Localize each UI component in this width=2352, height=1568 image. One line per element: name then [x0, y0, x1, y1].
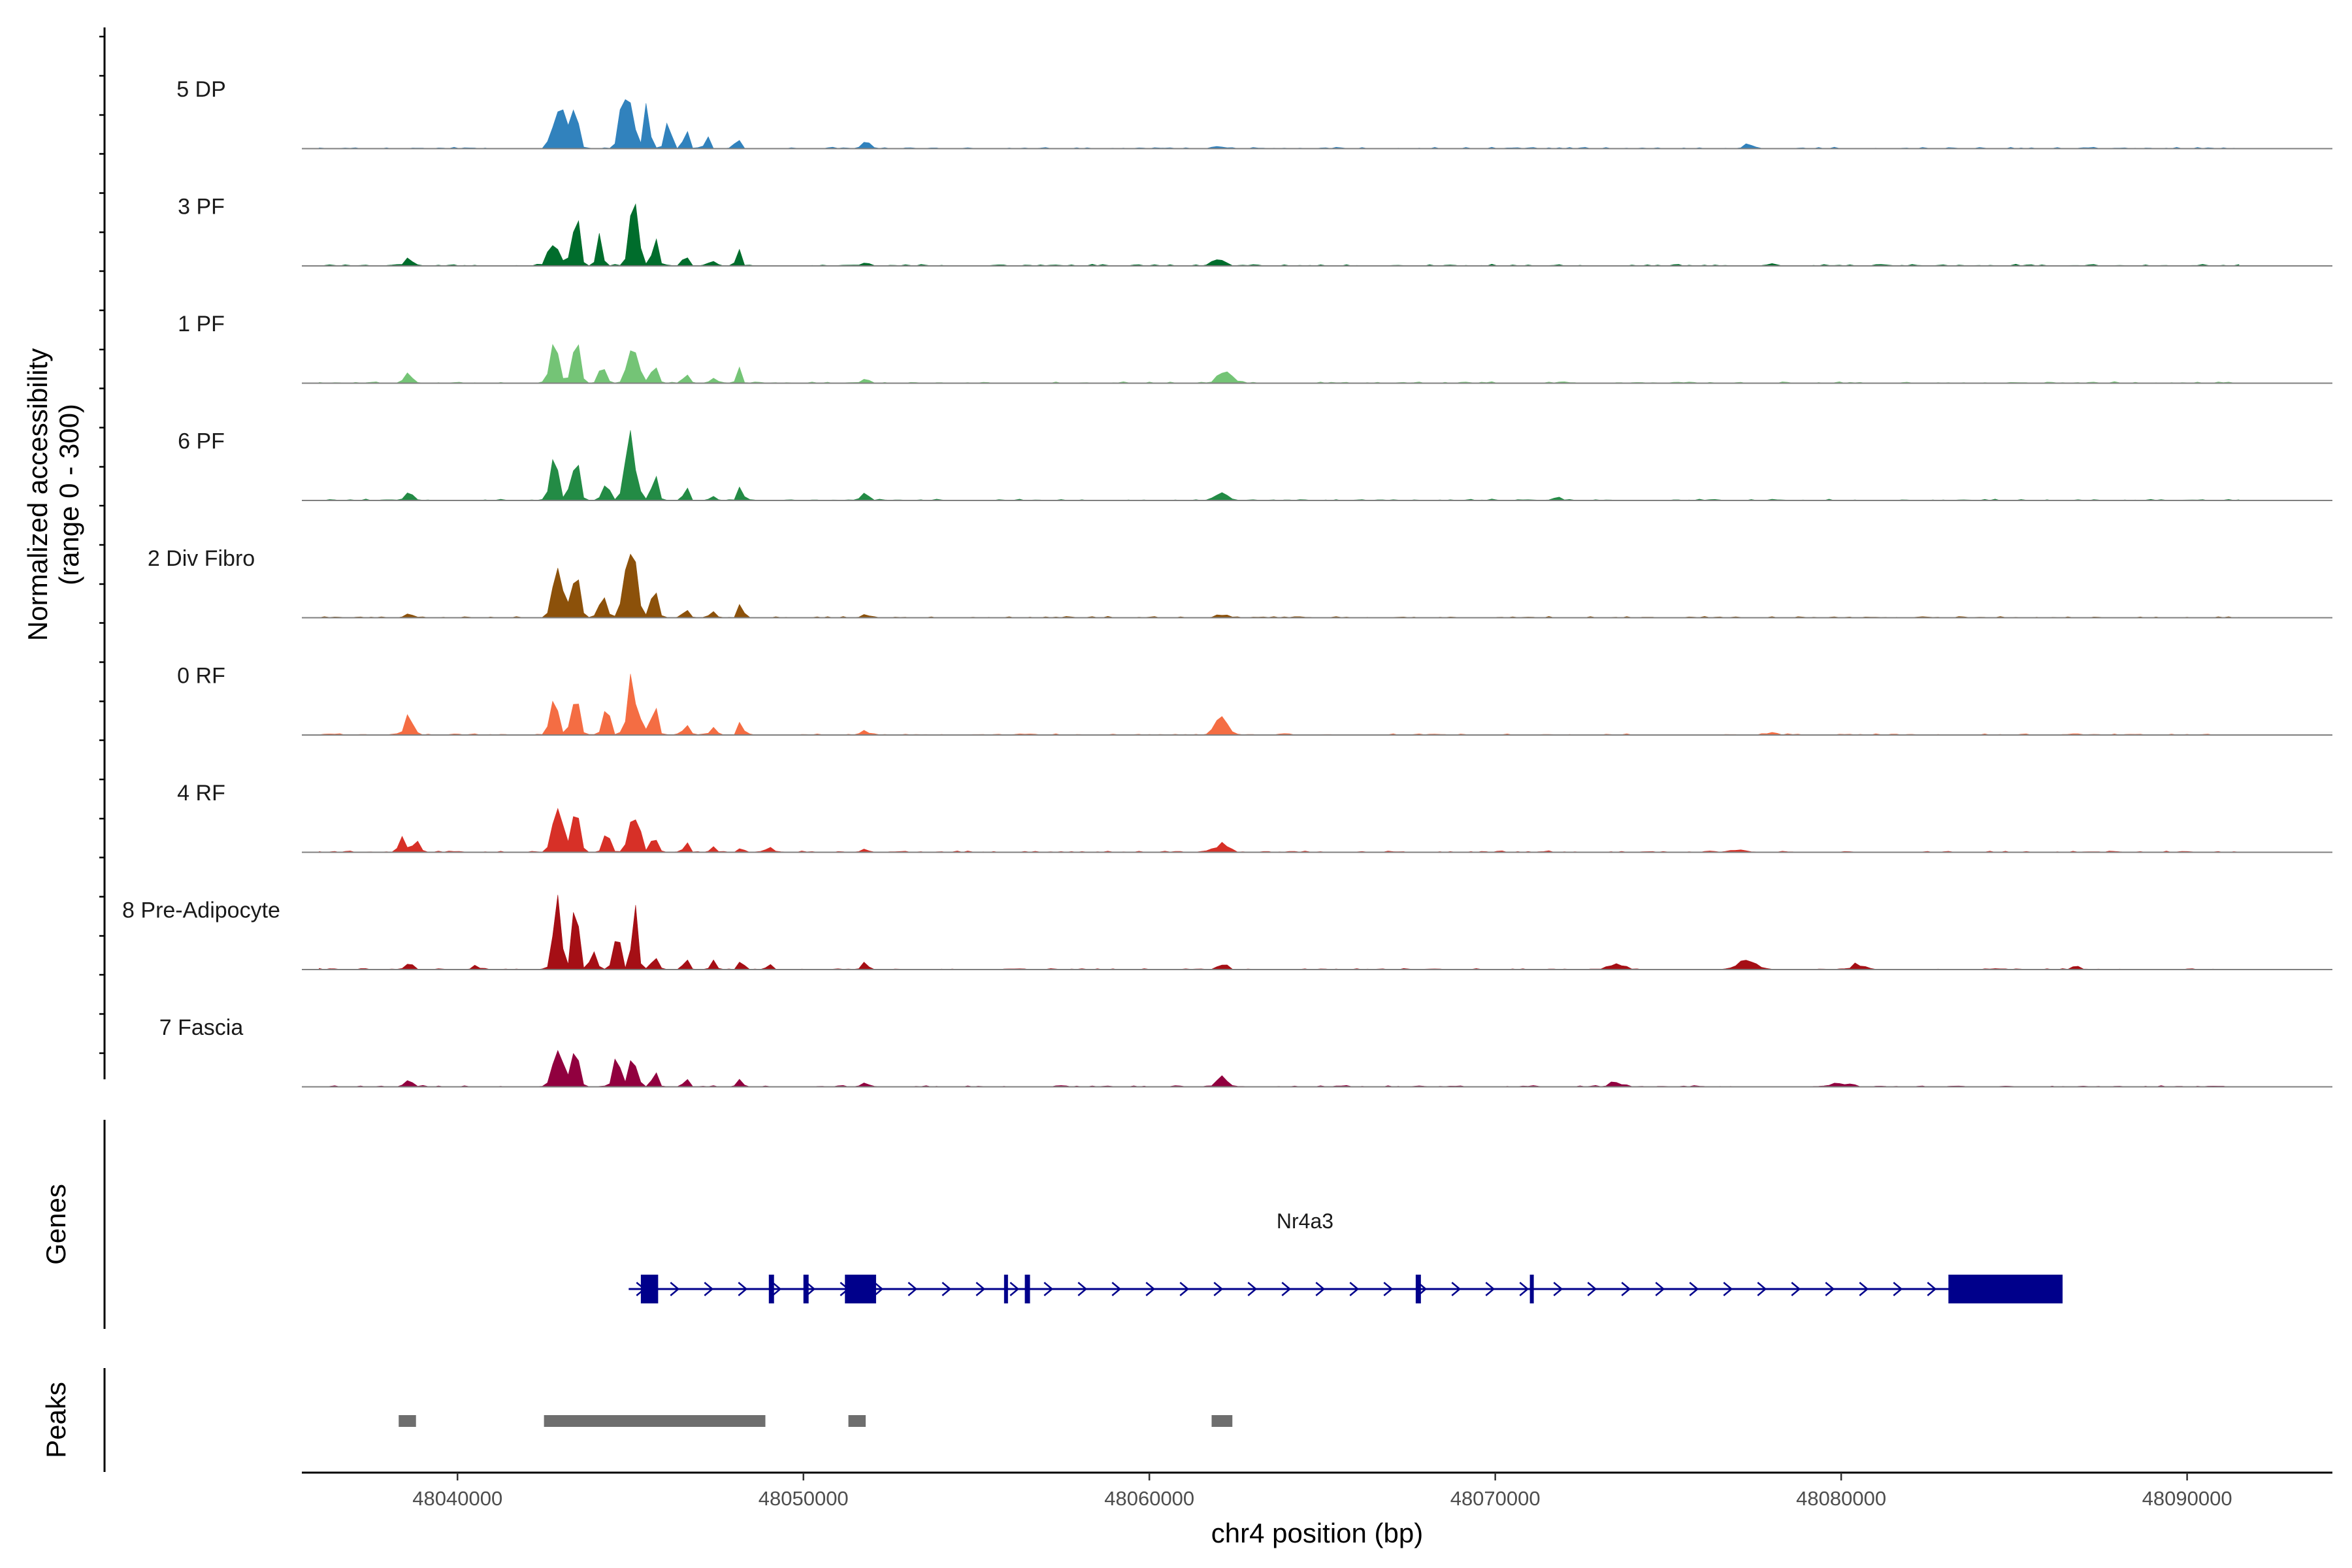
x-tick-label: 48060000	[1104, 1487, 1194, 1510]
strand-arrow	[941, 1282, 952, 1296]
peak-track: Peaks	[41, 1368, 1233, 1472]
strand-arrow	[975, 1282, 986, 1296]
track-label-0-rf: 0 RF	[177, 664, 225, 689]
strand-arrow	[907, 1282, 918, 1296]
track-4-rf: 4 RF	[177, 781, 2332, 853]
peak-3	[848, 1415, 866, 1427]
track-3-pf: 3 PF	[178, 195, 2332, 267]
strand-arrow	[1077, 1282, 1088, 1296]
exon-9	[1948, 1275, 2063, 1303]
track-label-7-fascia: 7 Fascia	[159, 1015, 244, 1040]
gene-track: Genes Nr4a3	[41, 1120, 2063, 1329]
strand-arrow	[1893, 1282, 1903, 1296]
strand-arrow	[1383, 1282, 1394, 1296]
track-0-rf: 0 RF	[177, 664, 2332, 736]
strand-arrow	[1281, 1282, 1292, 1296]
strand-arrow	[704, 1282, 714, 1296]
strand-arrow	[1621, 1282, 1631, 1296]
coverage-area-2-div-fibro	[319, 553, 2240, 618]
x-tick-label: 48090000	[2142, 1487, 2232, 1510]
track-label-1-pf: 1 PF	[178, 312, 225, 336]
strand-arrow	[1587, 1282, 1597, 1296]
strand-arrow	[874, 1282, 884, 1296]
exon-4	[845, 1275, 876, 1303]
track-2-div-fibro: 2 Div Fibro	[148, 546, 2332, 619]
strand-arrow	[806, 1282, 816, 1296]
x-tick-label: 48070000	[1450, 1487, 1541, 1510]
exon-5	[1004, 1275, 1008, 1303]
track-label-6-pf: 6 PF	[178, 429, 225, 454]
accessibility-y-axis: Normalized accessibility(range 0 - 300)	[22, 27, 106, 1079]
strand-arrow	[1213, 1282, 1224, 1296]
peak-1	[399, 1415, 416, 1427]
track-label-3-pf: 3 PF	[178, 195, 225, 220]
coverage-tracks: 5 DP 3 PF 1 PF 6 PF 2 Div Fibro 0 RF 4 RF 8 Pre…	[122, 77, 2332, 1088]
track-label-4-rf: 4 RF	[177, 781, 225, 806]
coverage-area-6-pf	[319, 430, 2240, 501]
track-1-pf: 1 PF	[178, 312, 2332, 384]
track-7-fascia: 7 Fascia	[159, 1015, 2332, 1088]
coverage-area-1-pf	[319, 344, 2240, 384]
track-6-pf: 6 PF	[178, 429, 2332, 501]
strand-arrow	[1111, 1282, 1122, 1296]
track-label-2-div-fibro: 2 Div Fibro	[148, 546, 255, 571]
strand-arrow	[1553, 1282, 1563, 1296]
strand-arrow	[1757, 1282, 1767, 1296]
strand-arrow	[1859, 1282, 1869, 1296]
peaks-track-title: Peaks	[41, 1382, 71, 1458]
x-tick-label: 48040000	[412, 1487, 502, 1510]
strand-arrow	[1145, 1282, 1156, 1296]
strand-arrow	[1485, 1282, 1495, 1296]
exon-7	[1415, 1275, 1421, 1303]
exon-3	[803, 1275, 809, 1303]
coverage-area-5-dp	[319, 99, 2240, 149]
strand-arrow	[772, 1282, 782, 1296]
strand-arrow	[1043, 1282, 1054, 1296]
peak-4	[1211, 1415, 1233, 1427]
strand-arrow	[1723, 1282, 1733, 1296]
strand-arrow	[1791, 1282, 1801, 1296]
coverage-area-8-pre-adipocyte	[319, 894, 2240, 970]
coverage-area-4-rf	[319, 808, 2240, 853]
strand-arrow	[1247, 1282, 1258, 1296]
x-axis: 48040000 48050000 48060000 48070000 48080000…	[302, 1471, 2332, 1548]
strand-arrow	[1927, 1282, 1937, 1296]
exon-6	[1024, 1275, 1030, 1303]
strand-arrow	[670, 1282, 680, 1296]
y-axis-title: Normalized accessibility(range 0 - 300)	[22, 348, 84, 641]
y-axis-title-line1: Normalized accessibility	[22, 348, 53, 641]
exon-1	[640, 1275, 659, 1303]
exon-8	[1529, 1275, 1534, 1303]
y-axis-title-line2: (range 0 - 300)	[54, 404, 84, 585]
gene-name-label: Nr4a3	[1277, 1209, 1333, 1233]
track-label-5-dp: 5 DP	[176, 77, 226, 102]
x-tick-label: 48050000	[759, 1487, 849, 1510]
exon-2	[768, 1275, 774, 1303]
track-8-pre-adipocyte: 8 Pre-Adipocyte	[122, 894, 2332, 970]
track-label-8-pre-adipocyte: 8 Pre-Adipocyte	[122, 898, 280, 923]
strand-arrow	[1179, 1282, 1190, 1296]
strand-arrow	[1825, 1282, 1835, 1296]
strand-arrow	[1519, 1282, 1529, 1296]
coverage-area-7-fascia	[319, 1049, 2240, 1087]
coverage-area-0-rf	[319, 674, 2240, 736]
track-5-dp: 5 DP	[176, 77, 2332, 150]
x-tick-label: 48080000	[1796, 1487, 1886, 1510]
x-axis-title: chr4 position (bp)	[1211, 1518, 1424, 1548]
strand-arrow	[1689, 1282, 1699, 1296]
genes-track-title: Genes	[41, 1184, 71, 1265]
coverage-area-3-pf	[319, 203, 2240, 267]
strand-arrow	[1349, 1282, 1360, 1296]
strand-arrow	[1009, 1282, 1020, 1296]
strand-arrow	[1451, 1282, 1462, 1296]
peak-2	[544, 1415, 766, 1427]
strand-arrow	[1315, 1282, 1326, 1296]
strand-arrow	[738, 1282, 748, 1296]
strand-arrow	[1655, 1282, 1665, 1296]
